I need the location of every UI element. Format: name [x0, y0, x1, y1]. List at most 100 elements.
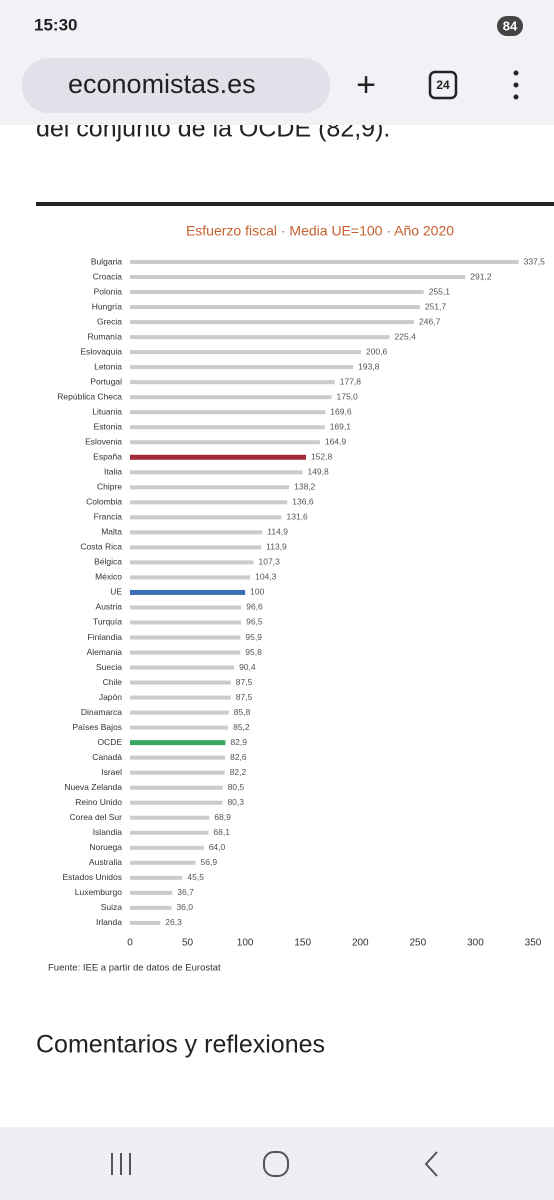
section-heading: Comentarios y reflexiones	[36, 1031, 325, 1059]
tabs-button[interactable]	[428, 70, 458, 100]
bar	[130, 380, 335, 385]
home-button[interactable]	[263, 1151, 289, 1177]
category-label: Letonia	[94, 361, 122, 371]
value-label: 175,0	[337, 391, 359, 401]
bar	[130, 605, 242, 610]
value-label: 82,2	[230, 767, 247, 777]
bar	[130, 320, 415, 325]
category-label: República Checa	[57, 391, 122, 401]
category-label: Grecia	[97, 316, 122, 326]
category-label: Japón	[99, 692, 122, 702]
category-label: Bélgica	[94, 557, 122, 567]
bar	[130, 650, 241, 655]
bar	[130, 845, 204, 850]
bar	[130, 589, 246, 595]
bar	[130, 635, 241, 640]
value-label: 64,0	[209, 842, 226, 852]
intro-text: del conjunto de la OCDE (82,9).	[36, 115, 390, 143]
value-label: 152,8	[311, 452, 333, 462]
value-label: 87,5	[236, 692, 253, 702]
bar	[130, 770, 225, 775]
bar	[130, 575, 251, 580]
bar	[130, 290, 424, 295]
bar	[130, 875, 183, 880]
bar	[130, 500, 288, 505]
value-label: 68,9	[214, 812, 231, 822]
bar	[130, 725, 229, 730]
category-label: Bulgaria	[91, 256, 122, 266]
category-label: Chile	[103, 677, 123, 687]
url-bar[interactable]	[22, 58, 330, 113]
bar	[130, 335, 390, 340]
category-label: Corea del Sur	[70, 812, 123, 822]
bar	[130, 410, 326, 415]
category-label: Eslovenia	[85, 436, 122, 446]
value-label: 26,3	[165, 917, 182, 927]
value-label: 251,7	[425, 301, 447, 311]
value-label: 90,4	[239, 662, 256, 672]
chart: 0 50 100 150 200 250 300 350 Bulgaria 337,5 Croaci…	[57, 256, 545, 948]
value-label: 100	[250, 587, 264, 597]
value-label: 200,6	[366, 346, 388, 356]
value-label: 138,2	[294, 482, 316, 492]
bar	[130, 485, 290, 490]
recent-apps-button[interactable]	[111, 1153, 131, 1175]
x-tick-label: 300	[467, 938, 484, 949]
bar	[130, 710, 229, 715]
value-label: 169,1	[330, 421, 352, 431]
category-label: Finlandia	[88, 632, 123, 642]
category-label: Austria	[96, 602, 123, 612]
value-label: 80,3	[227, 797, 244, 807]
category-label: Francia	[94, 512, 123, 522]
value-label: 80,5	[228, 782, 245, 792]
value-label: 82,9	[230, 737, 247, 747]
category-label: Australia	[89, 857, 122, 867]
bar	[130, 905, 172, 910]
value-label: 85,8	[234, 707, 251, 717]
category-label: Croacia	[93, 271, 123, 281]
url-text[interactable]: economistas.es	[68, 69, 256, 99]
category-label: Eslovaquia	[80, 346, 122, 356]
category-label: Irlanda	[96, 917, 122, 927]
menu-button[interactable]	[513, 70, 519, 100]
tabs-count[interactable]: 24	[436, 78, 450, 92]
category-label: Malta	[101, 527, 122, 537]
bar	[130, 665, 235, 670]
value-label: 255,1	[429, 286, 451, 296]
bar	[130, 920, 161, 925]
category-label: Lituania	[92, 406, 122, 416]
category-label: Colombia	[86, 497, 122, 507]
category-label: Suiza	[101, 902, 123, 912]
category-label: Rumanía	[88, 331, 123, 341]
bar	[130, 515, 282, 520]
new-tab-button[interactable]: +	[356, 66, 376, 104]
category-label: Luxemburgo	[75, 887, 123, 897]
category-label: Hungría	[92, 301, 123, 311]
value-label: 246,7	[419, 316, 441, 326]
value-label: 87,5	[236, 677, 253, 687]
back-button[interactable]	[424, 1151, 438, 1177]
bar	[130, 755, 226, 760]
category-label: Islandia	[93, 827, 123, 837]
x-tick-label: 350	[525, 938, 542, 949]
category-label: Países Bajos	[72, 722, 122, 732]
category-label: Estonia	[94, 421, 123, 431]
value-label: 82,6	[230, 752, 247, 762]
chart-source: Fuente: IEE a partir de datos de Eurosta…	[48, 963, 221, 974]
category-label: España	[93, 452, 122, 462]
x-tick-label: 200	[352, 938, 369, 949]
category-label: Chipre	[97, 482, 122, 492]
value-label: 68,1	[213, 827, 230, 837]
bar	[130, 695, 231, 700]
bar	[130, 785, 223, 790]
x-tick-label: 250	[410, 938, 427, 949]
bar	[130, 740, 226, 746]
value-label: 169,6	[330, 406, 352, 416]
value-label: 164,9	[325, 436, 347, 446]
category-label: Turquía	[93, 617, 122, 627]
value-label: 337,5	[524, 256, 546, 266]
bar	[130, 815, 210, 820]
bar	[130, 560, 254, 565]
bar	[130, 620, 242, 625]
